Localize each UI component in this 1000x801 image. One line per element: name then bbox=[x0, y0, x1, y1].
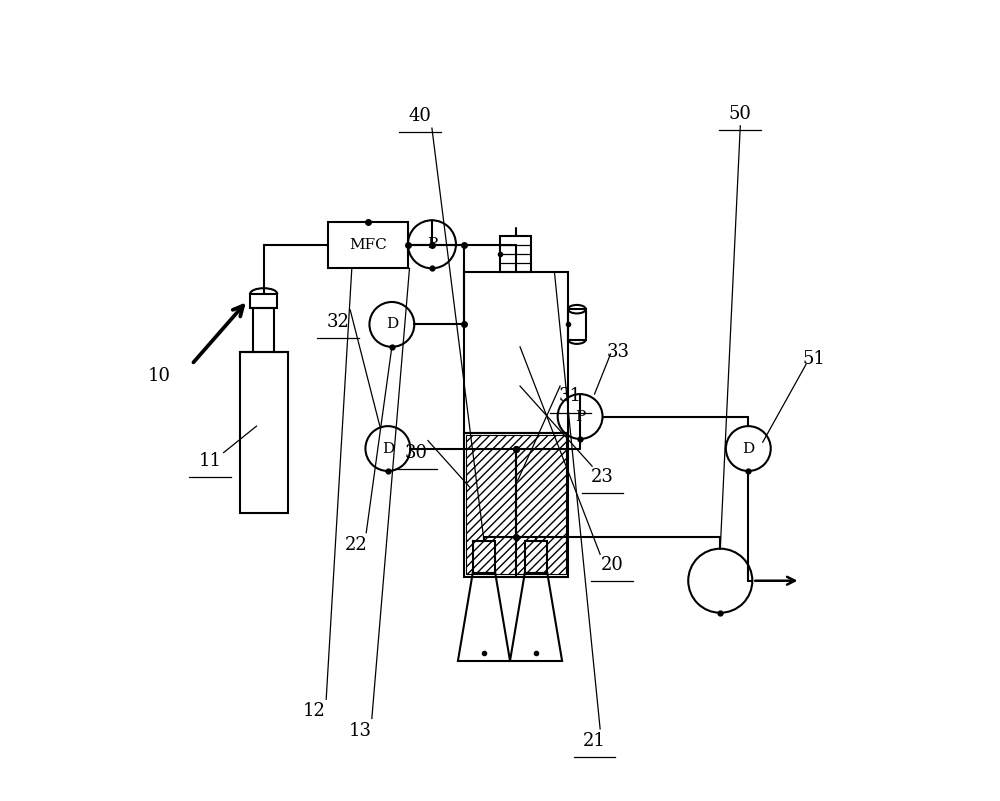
Bar bbox=[240, 352, 288, 513]
Bar bbox=[500, 236, 531, 272]
Text: 51: 51 bbox=[803, 350, 825, 368]
Text: 40: 40 bbox=[408, 107, 431, 125]
Text: D: D bbox=[386, 317, 398, 332]
Bar bbox=[250, 294, 277, 308]
Text: 23: 23 bbox=[591, 468, 614, 485]
Text: P: P bbox=[427, 237, 437, 252]
Text: 50: 50 bbox=[729, 105, 752, 123]
Bar bbox=[464, 433, 568, 577]
Text: 30: 30 bbox=[404, 444, 427, 461]
Bar bbox=[464, 272, 568, 433]
Text: D: D bbox=[742, 441, 754, 456]
Bar bbox=[466, 435, 566, 574]
Text: P: P bbox=[575, 409, 585, 424]
Text: D: D bbox=[382, 441, 394, 456]
Text: MFC: MFC bbox=[349, 238, 387, 252]
Text: 33: 33 bbox=[607, 344, 630, 361]
Text: 13: 13 bbox=[348, 722, 371, 739]
Bar bbox=[253, 308, 274, 352]
Text: 21: 21 bbox=[583, 732, 606, 750]
Bar bbox=[525, 541, 547, 573]
Text: 31: 31 bbox=[559, 388, 582, 405]
Text: 22: 22 bbox=[344, 536, 367, 553]
Bar bbox=[568, 309, 586, 340]
Text: 10: 10 bbox=[148, 368, 171, 385]
Bar bbox=[328, 222, 408, 268]
Bar bbox=[473, 541, 495, 573]
Text: 32: 32 bbox=[327, 313, 350, 331]
Text: 20: 20 bbox=[601, 556, 624, 574]
Text: 11: 11 bbox=[199, 452, 222, 469]
Text: 12: 12 bbox=[303, 702, 326, 720]
